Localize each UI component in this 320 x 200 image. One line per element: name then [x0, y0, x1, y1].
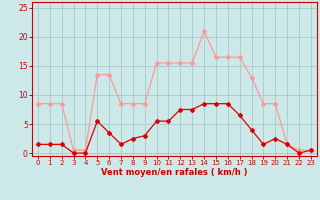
X-axis label: Vent moyen/en rafales ( km/h ): Vent moyen/en rafales ( km/h )	[101, 168, 248, 177]
